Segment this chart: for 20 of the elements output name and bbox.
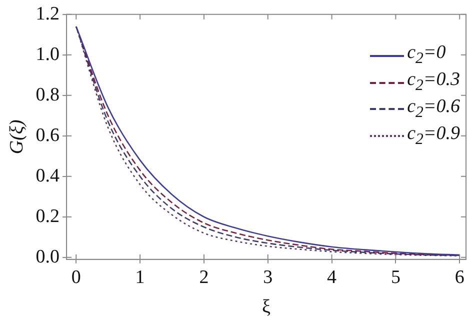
y-tick-label: 0.0 [36, 246, 60, 268]
x-tick-label: 2 [199, 266, 209, 288]
y-tick-label: 1.0 [36, 44, 60, 65]
y-tick-label: 0.6 [36, 124, 60, 146]
y-tick-label: 0.2 [36, 206, 60, 227]
legend-label: c$_{2}$=0 [407, 42, 446, 70]
legend-label: c$_{2}$=0.6 [407, 96, 460, 123]
legend-label: c$_{2}$=0.9 [407, 122, 460, 150]
x-tick-label: 3 [263, 266, 273, 288]
x-tick-label: 1 [135, 266, 145, 288]
legend-label: c$_{2}$=0.3 [407, 69, 460, 96]
y-tick-label: 1.2 [36, 3, 60, 24]
x-tick-label: 4 [327, 266, 338, 288]
y-tick-label: 0.8 [36, 84, 60, 106]
x-tick-label: 6 [454, 266, 464, 288]
y-tick-label: 0.4 [36, 165, 60, 186]
x-tick-label: 5 [390, 266, 400, 288]
y-axis-title: G(ξ) [6, 120, 28, 154]
x-axis-title: ξ [262, 296, 272, 318]
x-tick-label: 0 [71, 266, 81, 288]
